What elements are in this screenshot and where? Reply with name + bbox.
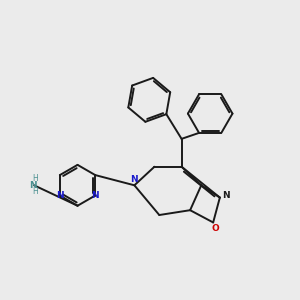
Text: H: H (32, 187, 38, 196)
Text: O: O (211, 224, 219, 232)
Text: N: N (91, 191, 99, 200)
Text: N: N (222, 191, 230, 200)
Text: N: N (56, 190, 63, 200)
Text: H: H (32, 175, 38, 184)
Text: N: N (29, 181, 36, 190)
Text: N: N (130, 175, 138, 184)
